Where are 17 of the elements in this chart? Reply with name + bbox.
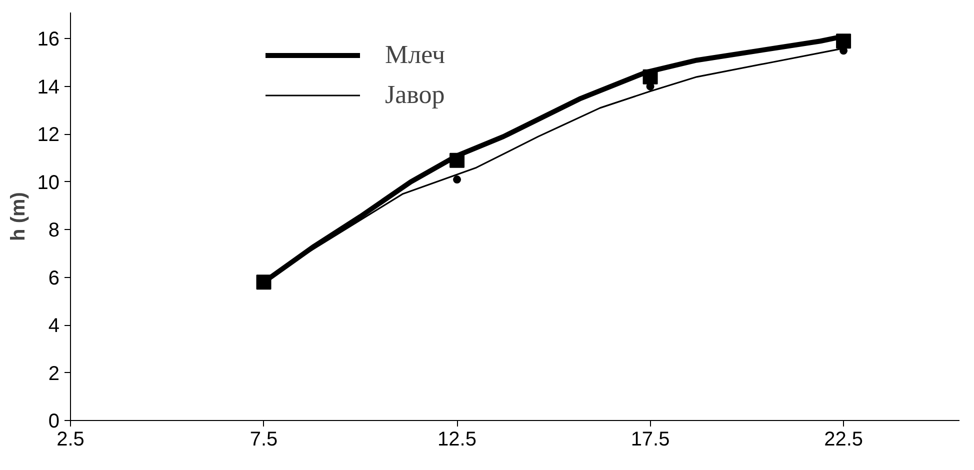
x-tick-label: 17.5 [630,428,670,450]
x-tick-label: 12.5 [438,428,476,450]
y-tick-label: 2 [48,362,60,385]
y-tick-label: 12 [37,124,60,146]
legend-label: Млеч [385,40,446,70]
x-tick-label: 22.5 [824,428,864,450]
y-tick-label: 14 [37,76,60,98]
y-tick-label: 4 [48,315,60,338]
y-tick-label: 16 [37,28,60,51]
y-axis-title: h (m) [7,192,30,241]
y-tick-label: 0 [48,410,60,432]
y-tick-label: 8 [48,220,60,242]
x-tick-label: 7.5 [250,428,278,450]
x-tick-label: 2.5 [56,428,84,450]
y-tick-label: 10 [37,172,60,194]
y-tick-label: 6 [48,267,60,290]
legend-label: Јавор [385,80,445,110]
